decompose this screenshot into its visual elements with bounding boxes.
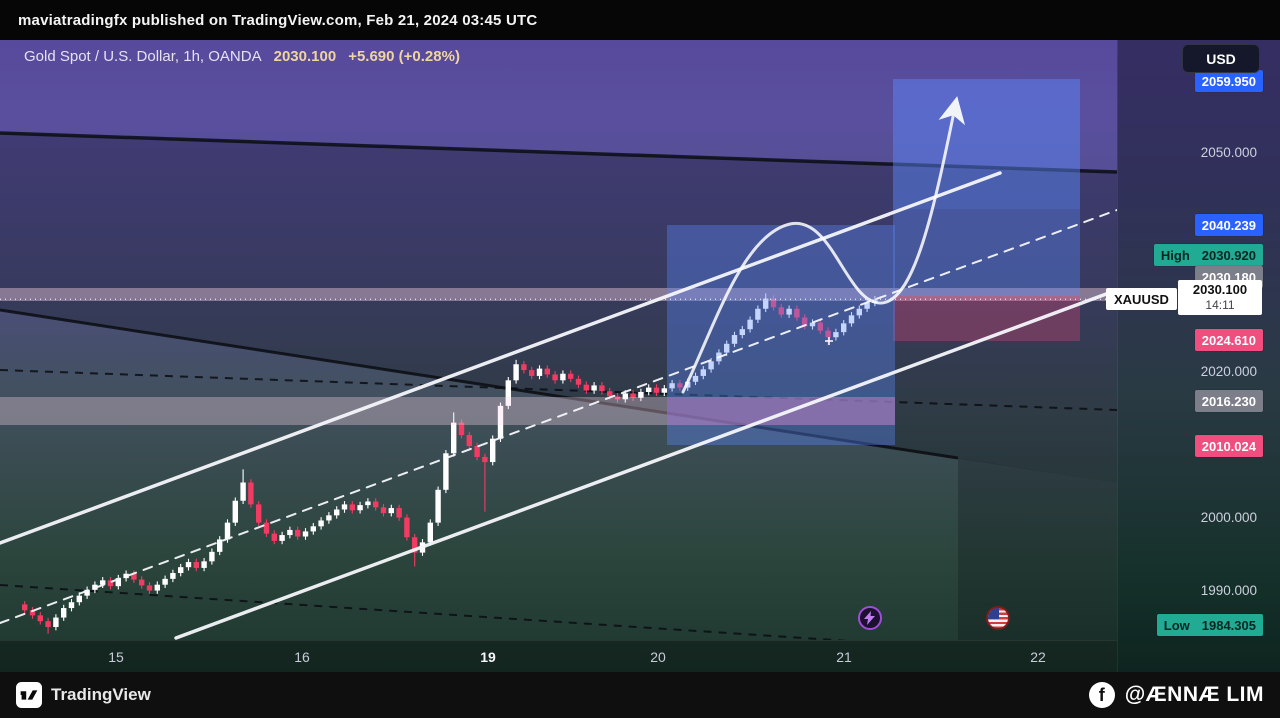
channel-line[interactable] — [174, 288, 1117, 640]
price-axis[interactable]: 2050.000 2020.000 2000.000 1990.000 2059.950… — [1117, 40, 1280, 672]
flag-canton — [988, 608, 999, 619]
price-chart[interactable] — [0, 40, 1117, 640]
facebook-icon: f — [1088, 682, 1115, 708]
price-label-chip: 2010.024 — [1194, 435, 1263, 457]
price-label-chip: 2016.230 — [1194, 390, 1263, 412]
black-trendline[interactable] — [0, 369, 1117, 411]
price-tick: 2050.000 — [1200, 145, 1257, 160]
price-label-value: 2024.610 — [1201, 332, 1256, 348]
price-label-value: 2016.230 — [1201, 393, 1256, 409]
price-label-value: 2010.024 — [1201, 438, 1256, 454]
price-label-prefix: Low — [1163, 617, 1190, 633]
price-label-chip: 2059.950 — [1194, 70, 1263, 92]
price-label-chip: Low 1984.305 — [1156, 614, 1263, 636]
tradingview-logo-icon — [16, 682, 42, 708]
dark-overlay — [0, 133, 1117, 483]
economic-event-icon[interactable] — [858, 606, 882, 630]
time-tick: 16 — [294, 649, 310, 665]
price-label-value: 2040.239 — [1201, 217, 1256, 233]
price-label-chip: High 2030.920 — [1153, 244, 1263, 266]
price-tick: 1990.000 — [1200, 583, 1257, 598]
publish-text: maviatradingfx published on TradingView.… — [18, 11, 538, 29]
time-tick: 20 — [650, 649, 666, 665]
price-label-value: 2059.950 — [1201, 73, 1256, 89]
lightning-icon — [864, 611, 875, 625]
bar-countdown: 14:11 — [1205, 298, 1235, 312]
author-credit: f @ÆNNÆ LIM — [1088, 682, 1264, 708]
price-zone[interactable] — [667, 397, 895, 425]
price-label-value: 2030.920 — [1201, 247, 1256, 263]
price-label-prefix: High — [1160, 247, 1190, 263]
black-trendline[interactable] — [0, 308, 959, 460]
credit-handle: @ÆNNÆ LIM — [1124, 683, 1264, 706]
channel-line[interactable] — [0, 209, 1117, 624]
tradingview-brand-link[interactable]: TradingView — [16, 682, 151, 708]
black-trendline[interactable] — [0, 131, 1117, 174]
time-tick: 19 — [480, 649, 496, 665]
projection-arrow[interactable] — [681, 96, 966, 394]
price-label-chip: 2024.610 — [1194, 329, 1263, 351]
symbol-title[interactable]: Gold Spot / U.S. Dollar, 1h, OANDA — [24, 48, 262, 65]
price-change: +5.690 (+0.28%) — [348, 48, 460, 65]
price-tick: 2000.000 — [1200, 510, 1257, 525]
last-price: 2030.100 — [273, 48, 337, 65]
channel-line[interactable] — [0, 171, 1002, 545]
symbol-price-tag: XAUUSD — [1106, 288, 1177, 310]
us-flag-event-icon[interactable] — [986, 606, 1010, 630]
projection-box[interactable] — [893, 79, 1080, 296]
publish-bar: maviatradingfx published on TradingView.… — [0, 0, 1280, 40]
time-axis[interactable]: 15 16 19 20 21 22 — [0, 640, 1117, 672]
price-zone[interactable] — [0, 288, 1110, 301]
time-tick: 15 — [108, 649, 124, 665]
dark-overlay — [958, 458, 1117, 640]
currency-toggle-button[interactable]: USD — [1182, 44, 1260, 73]
black-trendline[interactable] — [0, 584, 955, 640]
symbol-header: Gold Spot / U.S. Dollar, 1h, OANDA 2030.… — [24, 48, 460, 65]
price-zone[interactable] — [893, 296, 1080, 341]
current-price-value: 2030.100 — [1192, 282, 1248, 297]
price-label-chip: 2040.239 — [1194, 214, 1263, 236]
footer-bar: TradingView f @ÆNNÆ LIM — [0, 672, 1280, 718]
brand-name: TradingView — [51, 685, 151, 704]
chart-area[interactable]: Gold Spot / U.S. Dollar, 1h, OANDA 2030.… — [0, 40, 1280, 672]
projection-box[interactable] — [893, 79, 1080, 209]
price-zone[interactable] — [0, 397, 895, 425]
time-tick: 22 — [1030, 649, 1046, 665]
time-tick: 21 — [836, 649, 852, 665]
price-tick: 2020.000 — [1200, 364, 1257, 379]
price-label-value: 1984.305 — [1201, 617, 1256, 633]
current-price-label: 2030.100 14:11 — [1178, 280, 1262, 315]
